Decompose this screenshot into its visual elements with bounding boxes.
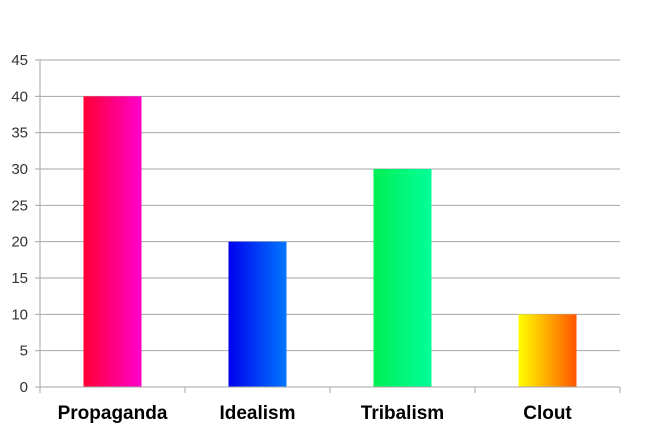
y-tick-label: 0 <box>20 379 28 396</box>
y-tick-label: 40 <box>11 88 28 105</box>
bar-tribalism <box>373 169 432 387</box>
y-tick-label: 15 <box>11 270 28 287</box>
bar-idealism <box>228 241 287 387</box>
x-axis: Propaganda Idealism Tribalism Clout <box>39 386 621 424</box>
y-axis: 0 5 10 15 20 25 30 35 40 45 <box>11 52 41 396</box>
y-tick-label: 5 <box>20 343 28 360</box>
y-tick-label: 35 <box>11 125 28 142</box>
y-tick-label: 20 <box>11 234 28 251</box>
bar-clout <box>518 314 577 387</box>
bar-propaganda <box>83 96 142 387</box>
x-category-label: Clout <box>523 403 572 424</box>
x-category-label: Tribalism <box>361 403 444 424</box>
x-category-label: Propaganda <box>58 403 168 424</box>
bars <box>83 96 577 387</box>
y-tick-label: 10 <box>11 306 28 323</box>
x-category-label: Idealism <box>219 403 295 424</box>
y-tick-label: 30 <box>11 161 28 178</box>
y-tick-label: 25 <box>11 197 28 214</box>
y-tick-label: 45 <box>11 52 28 69</box>
